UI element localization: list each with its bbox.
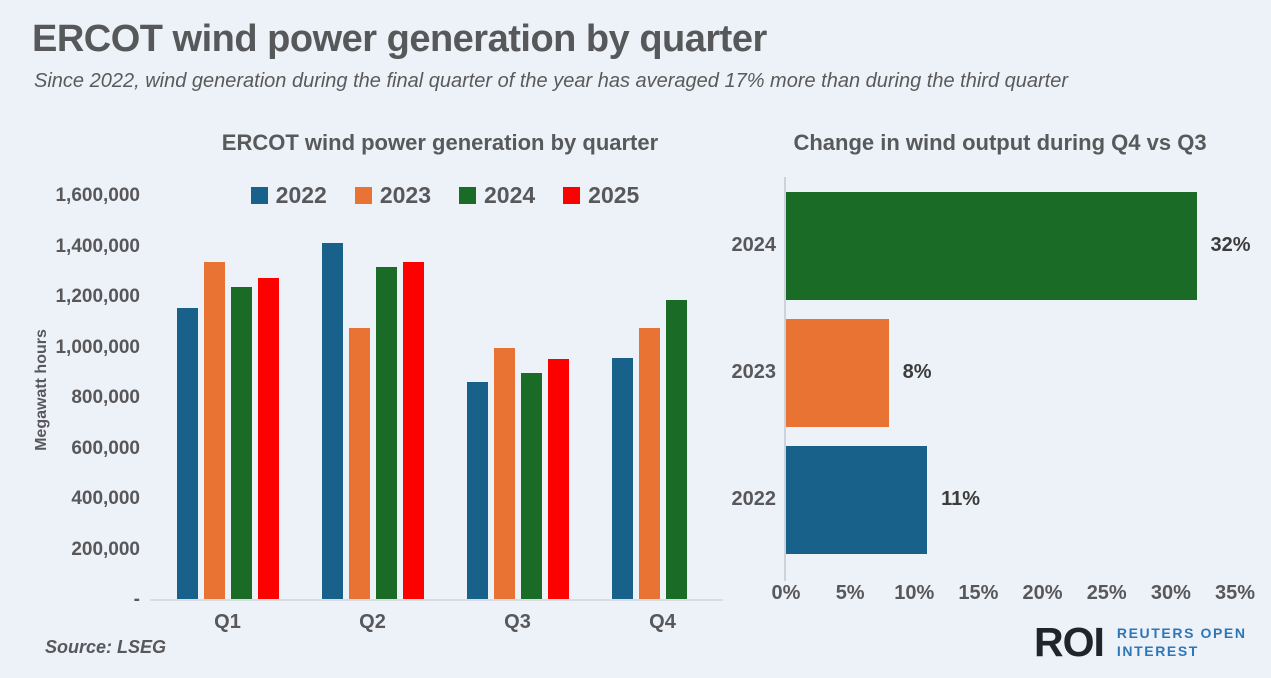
change-x-tick-label: 10%: [894, 582, 935, 604]
legend-item-2023: 2023: [354, 182, 431, 209]
generation-plot-area: [155, 196, 735, 600]
page-title: ERCOT wind power generation by quarter: [32, 18, 767, 60]
generation-x-axis-line: [150, 599, 723, 601]
bar-2024-q4: [665, 299, 687, 600]
legend-item-2024: 2024: [459, 182, 535, 209]
y-tick-label: 1,200,000: [55, 286, 140, 307]
bar-2023-q3: [493, 347, 515, 600]
y-tick-label: 1,400,000: [55, 235, 140, 257]
change-x-ticks: 0% 5% 10% 15% 20% 25% 30% 35%: [772, 582, 1256, 606]
change-value-label: 11%: [941, 488, 981, 510]
bar-group-q3: [466, 196, 569, 600]
change-x-tick-label: 15%: [958, 582, 999, 604]
bar-2023-q2: [348, 327, 370, 600]
legend-item-2025: 2025: [563, 182, 639, 209]
x-tick-label: Q1: [214, 611, 241, 633]
bar-2022-q4: [611, 357, 633, 600]
change-bar-2024: [786, 191, 1197, 300]
x-tick-label: Q4: [649, 611, 676, 633]
roi-logo-line2: INTEREST: [1116, 642, 1199, 659]
x-tick-label: Q3: [504, 611, 531, 633]
y-tick-label: 200,000: [71, 538, 140, 560]
change-category-label: 2024: [731, 234, 777, 256]
legend-swatch-2022: [250, 187, 268, 204]
roi-logo-text: REUTERS OPEN INTEREST: [1117, 625, 1247, 660]
generation-y-ticks: 1,600,000 1,400,000 1,200,000 1,000,000 800,…: [30, 0, 140, 678]
legend-swatch-2023: [354, 187, 372, 204]
y-tick-label: 800,000: [71, 387, 140, 408]
change-value-label: 8%: [902, 361, 932, 383]
y-tick-label: 1,000,000: [55, 336, 140, 358]
bar-group-q2: [321, 196, 424, 600]
y-tick-label: 400,000: [71, 488, 140, 509]
bar-group-q1: [176, 196, 279, 600]
bar-2024-q1: [230, 286, 252, 600]
roi-logo: ROI REUTERS OPEN INTEREST: [1034, 622, 1247, 663]
source-note: Source: LSEG: [45, 637, 167, 657]
y-tick-label: -: [133, 589, 140, 610]
change-row-2023: 2023 8%: [732, 309, 1256, 436]
bar-group-q4: [611, 196, 714, 600]
legend-item-2022: 2022: [250, 182, 327, 209]
change-bar-2022: [786, 445, 928, 554]
change-category-label: 2022: [731, 488, 777, 510]
change-bar-2023: [786, 318, 889, 427]
change-x-tick-label: 20%: [1022, 582, 1063, 604]
bar-2022-q1: [176, 308, 198, 600]
legend-swatch-2025: [563, 187, 581, 204]
y-tick-label: 600,000: [71, 437, 140, 459]
generation-legend: 2022 2023 2024 2025: [155, 182, 735, 209]
change-x-tick-label: 0%: [771, 582, 801, 604]
change-y-axis-line: [784, 177, 786, 581]
bar-2023-q4: [638, 327, 660, 600]
x-tick-label: Q2: [359, 611, 386, 633]
generation-chart-title: ERCOT wind power generation by quarter: [221, 130, 659, 155]
change-category-label: 2023: [731, 361, 777, 383]
change-value-label: 32%: [1210, 234, 1251, 256]
generation-x-ticks: Q1 Q2 Q3 Q4: [155, 611, 735, 634]
bar-2025-q3: [547, 358, 569, 600]
change-row-2024: 2024 32%: [732, 182, 1256, 309]
change-x-tick-label: 35%: [1214, 582, 1256, 604]
change-x-tick-label: 30%: [1150, 582, 1191, 604]
roi-logo-mark: ROI: [1034, 619, 1105, 665]
legend-label: 2024: [484, 182, 536, 208]
bar-2022-q2: [321, 243, 343, 600]
change-x-tick-label: 25%: [1086, 582, 1127, 604]
bar-2024-q3: [520, 372, 542, 600]
legend-label: 2025: [588, 182, 640, 208]
page-subtitle: Since 2022, wind generation during the f…: [34, 70, 1068, 92]
bar-2025-q1: [257, 278, 279, 600]
change-row-2022: 2022 11%: [732, 436, 1256, 563]
change-x-tick-label: 5%: [835, 582, 865, 604]
change-chart-title: Change in wind output during Q4 vs Q3: [793, 130, 1207, 155]
bar-2025-q2: [402, 262, 424, 600]
bar-2022-q3: [466, 381, 488, 600]
y-tick-label: 1,600,000: [55, 185, 140, 206]
change-plot-area: 2024 32% 2023 8% 2022 11%: [732, 182, 1256, 563]
bar-2023-q1: [203, 261, 225, 600]
legend-label: 2022: [275, 182, 327, 208]
legend-label: 2023: [379, 182, 431, 208]
bar-2024-q2: [375, 266, 397, 600]
legend-swatch-2024: [459, 187, 476, 204]
roi-logo-line1: REUTERS OPEN: [1116, 625, 1247, 641]
